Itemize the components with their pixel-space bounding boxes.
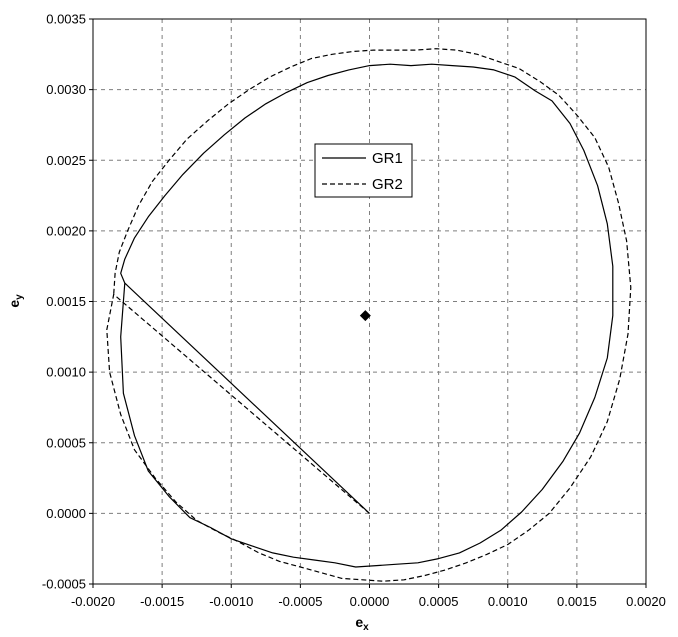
x-tick-label-5: 0.0005 — [419, 594, 459, 609]
grid — [93, 19, 646, 584]
x-tick-label-8: 0.0020 — [626, 594, 666, 609]
series-line-gr1 — [120, 63, 614, 568]
x-tick-label-7: 0.0015 — [557, 594, 597, 609]
x-tick-label-3: -0.0005 — [278, 594, 322, 609]
legend-box — [314, 143, 413, 198]
legend-label-gr2: GR2 — [372, 176, 403, 193]
series-line-gr2 — [106, 48, 632, 582]
y-tick-label-4: 0.0015 — [46, 294, 86, 309]
legend-label-gr1: GR1 — [372, 150, 403, 167]
x-axis-label: ex — [355, 614, 369, 633]
center-point-marker-0 — [359, 310, 371, 322]
y-tick-labels: -0.0005 0.0000 0.0005 0.0010 0.0015 0.0020 0.0… — [42, 12, 93, 592]
y-tick-label-2: 0.0005 — [46, 435, 86, 450]
legend: GR1 GR2 — [314, 143, 413, 198]
y-tick-label-1: 0.0000 — [46, 506, 86, 521]
y-tick-label-0: -0.0005 — [42, 577, 86, 592]
y-axis-label: ey — [6, 294, 25, 308]
x-tick-labels: -0.0020 -0.0015 -0.0010 -0.0005 0.0000 0.0005… — [71, 584, 666, 609]
y-tick-label-5: 0.0020 — [46, 223, 86, 238]
x-tick-label-6: 0.0010 — [488, 594, 528, 609]
y-tick-label-6: 0.0025 — [46, 153, 86, 168]
point-layer — [359, 310, 371, 322]
series-layer — [106, 48, 632, 582]
y-tick-label-8: 0.0035 — [46, 12, 86, 27]
y-tick-label-7: 0.0030 — [46, 82, 86, 97]
y-tick-label-3: 0.0010 — [46, 365, 86, 380]
x-tick-label-4: 0.0000 — [350, 594, 390, 609]
x-tick-label-2: -0.0010 — [209, 594, 253, 609]
x-tick-label-1: -0.0015 — [140, 594, 184, 609]
x-tick-label-0: -0.0020 — [71, 594, 115, 609]
